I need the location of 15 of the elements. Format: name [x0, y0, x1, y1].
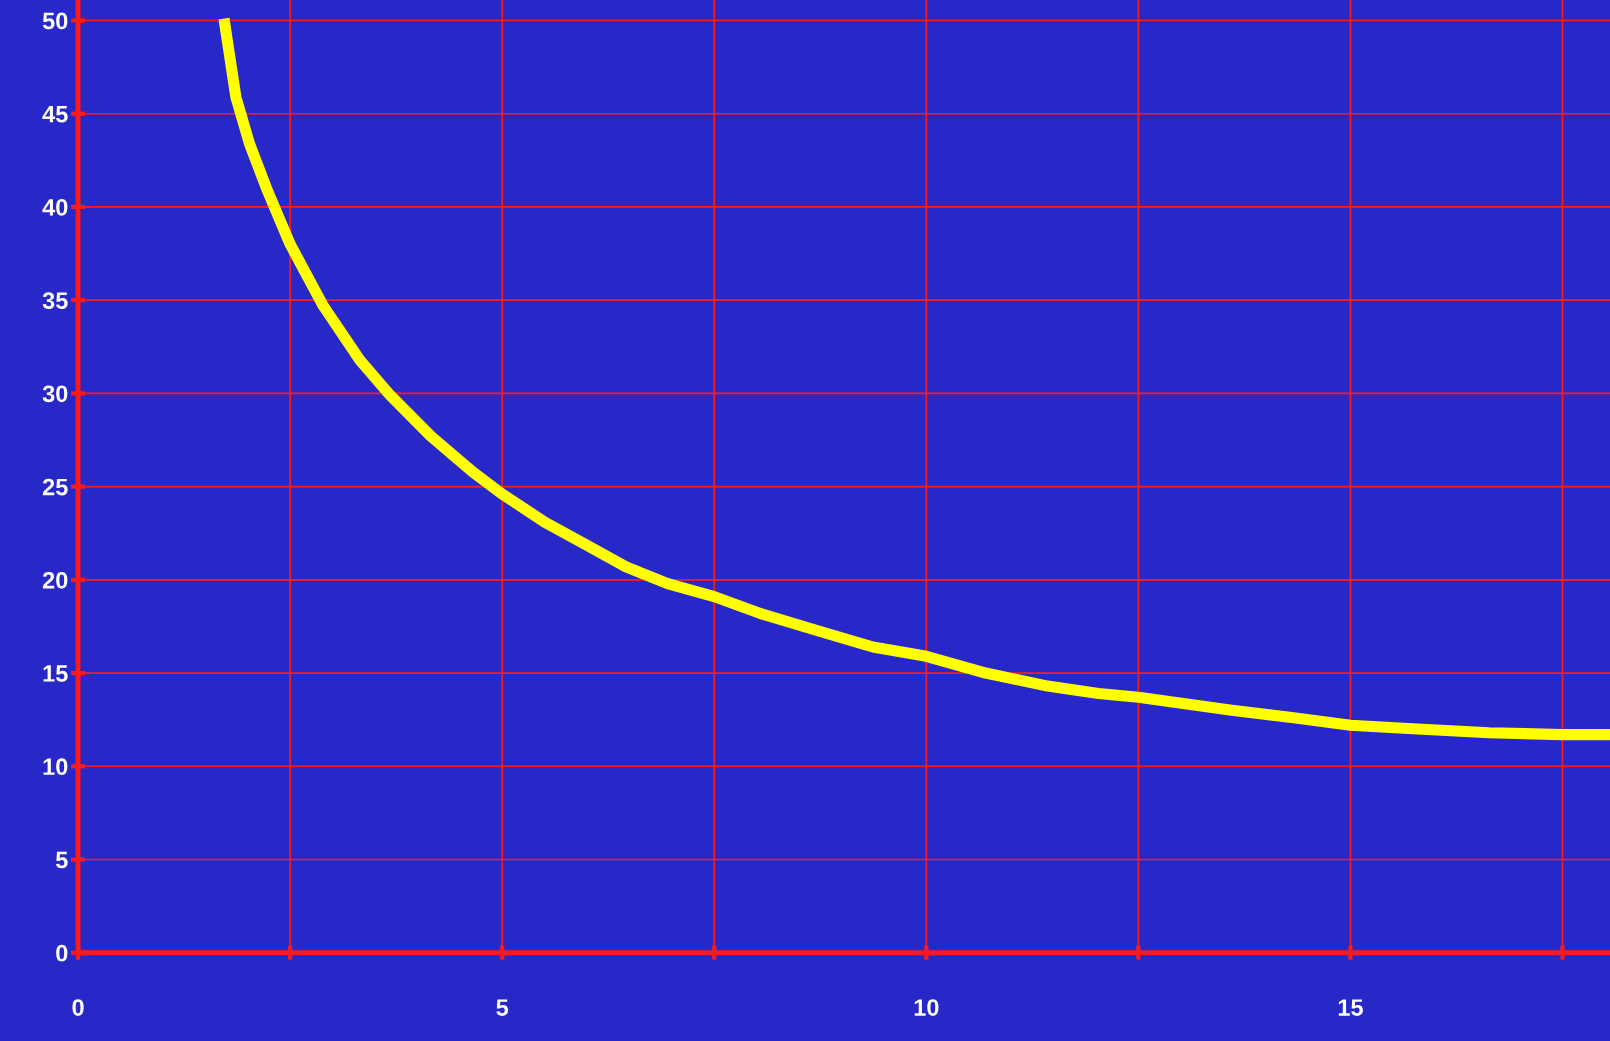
y-tick-label: 25	[42, 478, 68, 496]
y-tick-label: 15	[43, 665, 68, 682]
y-tick-label: 45	[42, 106, 68, 123]
x-tick-label: 10	[914, 999, 939, 1016]
y-tick-label: 35	[42, 292, 68, 309]
y-tick-label: 0	[56, 944, 68, 962]
y-tick-label: 5	[55, 851, 68, 869]
y-tick-label: 10	[43, 758, 68, 776]
x-tick-label: 0	[72, 999, 84, 1016]
y-tick-label: 50	[42, 12, 68, 30]
y-tick-label: 40	[42, 199, 68, 216]
x-tick-label: 15	[1338, 999, 1363, 1016]
y-tick-label: 30	[42, 385, 68, 403]
y-tick-label: 20	[42, 571, 68, 589]
x-tick-label: 5	[496, 999, 509, 1016]
